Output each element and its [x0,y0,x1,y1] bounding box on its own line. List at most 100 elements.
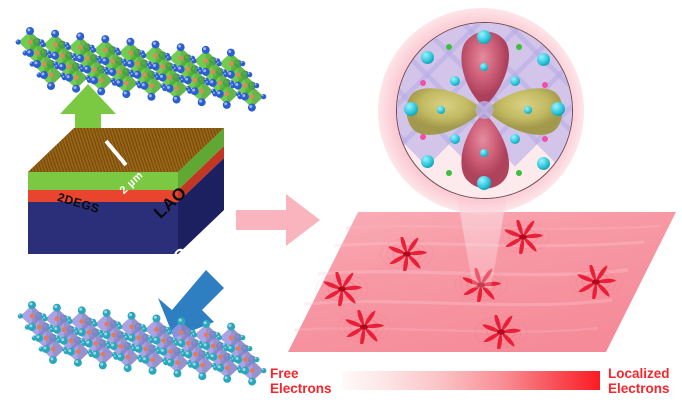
orbital-ion-sphere [477,30,491,44]
sphere-highlight [166,56,169,58]
sphere-highlight [181,352,184,354]
sphere-highlight [148,94,152,98]
octahedron-shade [127,346,140,369]
octahedron-shade [37,42,49,64]
sphere-highlight [106,344,109,346]
center-ion [41,61,47,67]
sphere-highlight [203,69,207,73]
sphere-highlight [123,61,126,64]
sphere-highlight [199,373,203,377]
octahedron-shade [55,33,67,56]
sphere-highlight [79,329,83,333]
center-ion [66,64,72,69]
sphere-highlight [224,72,226,75]
sphere-highlight [152,41,156,45]
sphere-highlight [104,332,108,336]
sphere-highlight [172,64,175,67]
lattice-sphere [261,368,267,374]
center-ion [117,69,122,75]
center-ion [77,45,83,50]
sphere-highlight [235,357,239,360]
orbital-ion-sphere [450,76,460,86]
sphere-highlight [116,80,120,84]
sphere-highlight [91,319,94,322]
sphere-highlight [240,61,243,64]
sphere-highlight [113,355,116,357]
sphere-highlight [73,86,77,90]
center-ion [59,53,65,58]
center-ion [153,53,158,58]
octahedron-shade [145,337,158,360]
legend-left-label: Free Electrons [270,366,332,396]
sphere-highlight [112,81,115,83]
sphere-highlight [87,78,90,81]
orbital-ion-sphere [536,52,550,66]
sphere-highlight [86,340,90,344]
sphere-highlight [57,338,59,341]
lao-side-face [178,128,224,190]
sphere-highlight [203,343,207,347]
sphere-highlight [185,351,189,355]
legend-right-line1: Localized [608,366,670,381]
sphere-highlight [192,362,196,366]
lattice-sphere [59,336,68,345]
octahedron-shade [201,80,214,103]
orbital-ion-sphere [480,149,488,157]
center-ion [79,319,85,324]
lattice-sphere [49,356,57,364]
sphere-highlight [30,62,32,64]
center-ion [224,91,230,97]
sphere-highlight [80,338,83,341]
sphere-highlight [129,70,131,72]
lattice-sphere [152,314,161,323]
octahedron-shade [112,50,125,73]
octahedron-shade [53,338,65,360]
lattice-sphere [127,333,136,342]
sphere-highlight [166,85,170,89]
legend-gradient-bar [342,371,600,390]
orbital-ligand-dot [516,44,522,50]
octahedron-shade [187,58,200,81]
lattice-sphere [241,366,250,375]
lattice-sphere [73,358,82,367]
sphere-highlight [90,45,92,48]
octahedron-shade [70,329,83,352]
octahedron-shade [251,85,264,108]
sphere-highlight [68,319,70,322]
lattice-sphere [102,331,111,340]
sphere-highlight [155,346,158,349]
lattice-sphere [116,353,125,362]
sphere-highlight [162,86,165,89]
sphere-highlight [23,51,25,53]
sphere-highlight [50,357,54,361]
sphere-highlight [98,88,102,92]
sphere-highlight [98,59,101,61]
orbital-ion-sphere [510,134,520,144]
lattice-sphere [261,94,267,100]
sphere-highlight [210,80,214,84]
sphere-highlight [127,61,131,65]
center-ion [199,88,204,94]
center-ion [61,327,67,332]
sphere-highlight [238,94,240,97]
lattice-sphere [33,60,41,68]
sphere-highlight [27,28,31,32]
sphere-highlight [50,327,52,330]
sphere-highlight [261,368,264,371]
lattice-sphere [191,58,197,64]
center-ion [168,349,173,354]
sphere-highlight [52,31,56,35]
sphere-highlight [238,368,241,371]
octahedron-shade [219,71,232,94]
sphere-highlight [29,302,33,306]
lattice-sphere [201,45,210,54]
lattice-sphere [58,62,67,71]
center-ion [110,58,115,64]
sphere-highlight [213,365,216,368]
lattice-sphere [122,90,131,99]
lattice-sphere [227,322,236,331]
center-ion [149,83,154,89]
center-ion [228,61,234,66]
center-ion [100,352,106,357]
lattice-sphere [77,328,86,337]
